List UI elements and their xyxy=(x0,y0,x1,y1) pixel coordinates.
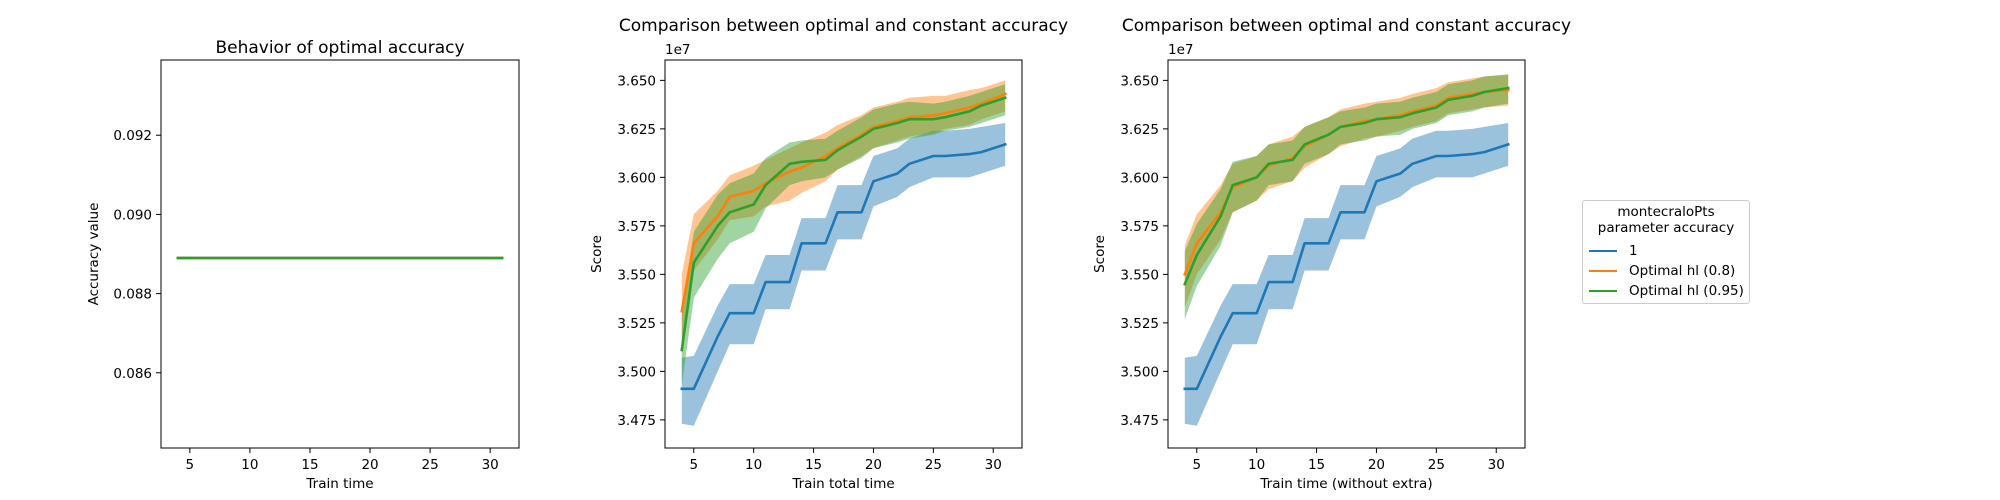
x-tick-label: 10 xyxy=(1248,457,1265,473)
x-tick-label: 30 xyxy=(1488,457,1505,473)
x-axis-label: Train time (without extra) xyxy=(1259,476,1432,492)
y-tick-label: 3.500 xyxy=(617,364,656,380)
x-tick-label: 30 xyxy=(985,457,1002,473)
x-tick-label: 5 xyxy=(689,457,698,473)
x-tick-label: 25 xyxy=(925,457,942,473)
y-tick-label: 3.475 xyxy=(1120,413,1159,429)
x-tick-label: 15 xyxy=(805,457,822,473)
y-tick-label: 0.088 xyxy=(113,287,152,303)
chart-title: Comparison between optimal and constant … xyxy=(619,16,1068,36)
y-tick-label: 3.650 xyxy=(1120,73,1159,89)
confidence-band-1 xyxy=(681,123,1006,426)
legend-swatch-1 xyxy=(1589,250,1617,252)
y-axis-label: Accuracy value xyxy=(86,203,102,306)
legend-swatch-optimal-0.8 xyxy=(1589,270,1617,272)
y-tick-label: 3.575 xyxy=(1120,219,1159,235)
series-line-1 xyxy=(680,142,1007,391)
chart-panel-2: 5 10 15 20 25 30 3.475 3.500 3.525 3.550 3.575 3.60… xyxy=(589,16,1068,492)
y-axis-label: Score xyxy=(1092,235,1108,273)
legend-swatch-optimal-0.95 xyxy=(1589,290,1617,292)
confidence-band-3 xyxy=(1184,74,1509,319)
confidence-band-2 xyxy=(1184,74,1509,308)
chart-title: Comparison between optimal and constant … xyxy=(1122,16,1571,36)
legend-label-optimal-0.8: Optimal hl (0.8) xyxy=(1629,263,1736,279)
x-tick-label: 25 xyxy=(422,457,439,473)
y-tick-label: 3.650 xyxy=(617,73,656,89)
legend-item-1: 1 xyxy=(1589,242,1638,260)
chart-panel-3: 5 10 15 20 25 30 3.475 3.500 3.525 3.550 3.575 3.60… xyxy=(1092,16,1571,492)
y-tick-label: 0.090 xyxy=(113,207,152,223)
legend-title: montecraloPts parameter accuracy xyxy=(1597,204,1735,236)
y-tick-label: 0.086 xyxy=(113,366,152,382)
y-tick-label: 3.550 xyxy=(1120,267,1159,283)
x-tick-label: 25 xyxy=(1428,457,1445,473)
y-axis-label: Score xyxy=(589,235,605,273)
x-tick-label: 30 xyxy=(482,457,499,473)
legend-label-optimal-0.95: Optimal hl (0.95) xyxy=(1629,283,1744,299)
legend-item-optimal-0.8: Optimal hl (0.8) xyxy=(1589,262,1735,280)
y-tick-label: 3.600 xyxy=(1120,170,1159,186)
x-tick-label: 20 xyxy=(1368,457,1385,473)
x-tick-label: 20 xyxy=(361,457,378,473)
y-tick-label: 3.525 xyxy=(1120,316,1159,332)
axes-frame xyxy=(1167,59,1526,449)
y-tick-label: 3.550 xyxy=(617,267,656,283)
series-line-3 xyxy=(1183,86,1510,286)
legend: montecraloPts parameter accuracy 1 Optim… xyxy=(1582,200,1750,304)
x-tick-label: 5 xyxy=(186,457,195,473)
y-tick-label: 0.092 xyxy=(113,128,152,144)
x-axis-label: Train time xyxy=(305,476,373,492)
legend-label-1: 1 xyxy=(1629,243,1638,259)
x-tick-label: 15 xyxy=(301,457,318,473)
y-tick-label: 3.475 xyxy=(617,413,656,429)
y-tick-label: 3.500 xyxy=(1120,364,1159,380)
series-line-2 xyxy=(680,92,1007,313)
series-line-1 xyxy=(1183,142,1510,391)
x-tick-label: 5 xyxy=(1192,457,1201,473)
x-tick-label: 10 xyxy=(745,457,762,473)
y-tick-label: 3.625 xyxy=(1120,122,1159,138)
axes-frame xyxy=(160,59,520,449)
chart-panel-1: 5 10 15 20 25 30 0.086 0.088 0.090 0.092 Behavior … xyxy=(86,38,520,492)
chart-title: Behavior of optimal accuracy xyxy=(215,38,464,58)
series-line-3 xyxy=(680,96,1007,352)
y-tick-label: 3.625 xyxy=(617,122,656,138)
y-tick-label: 3.600 xyxy=(617,170,656,186)
y-tick-label: 3.525 xyxy=(617,316,656,332)
x-tick-label: 15 xyxy=(1308,457,1325,473)
y-offset-label: 1e7 xyxy=(665,42,690,58)
y-tick-label: 3.575 xyxy=(617,219,656,235)
y-offset-label: 1e7 xyxy=(1168,42,1193,58)
axes-frame xyxy=(664,59,1023,449)
legend-item-optimal-0.95: Optimal hl (0.95) xyxy=(1589,282,1744,300)
x-tick-label: 10 xyxy=(241,457,258,473)
x-tick-label: 20 xyxy=(865,457,882,473)
x-axis-label: Train total time xyxy=(791,476,894,492)
